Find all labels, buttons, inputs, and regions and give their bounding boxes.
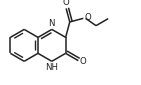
Text: O: O [79,57,86,66]
Text: O: O [84,13,91,22]
Text: N: N [49,19,55,28]
Text: NH: NH [45,63,58,72]
Text: O: O [62,0,69,7]
